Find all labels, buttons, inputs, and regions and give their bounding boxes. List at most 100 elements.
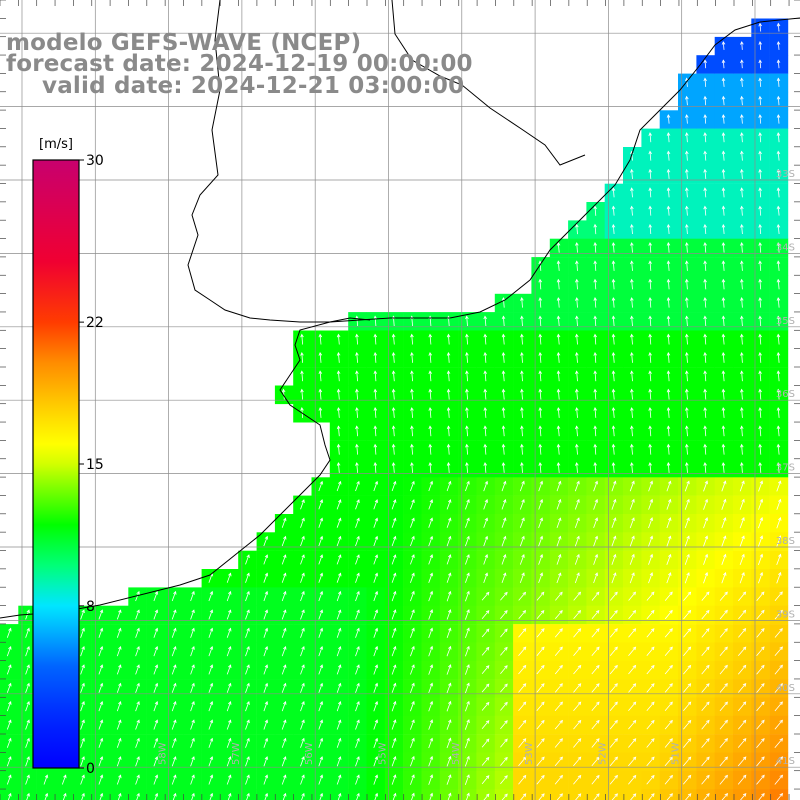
wind-arrow — [80, 756, 85, 767]
wind-arrow — [556, 388, 561, 400]
wind-arrow — [776, 370, 781, 382]
wind-arrow — [628, 646, 637, 656]
wind-arrow — [410, 480, 415, 492]
wind-arrow — [446, 755, 452, 767]
wind-arrow — [593, 260, 597, 271]
wind-arrow — [318, 590, 324, 602]
wind-arrow — [355, 737, 360, 748]
wind-arrow — [758, 480, 763, 492]
wind-arrow — [373, 517, 379, 528]
wind-arrow — [554, 610, 563, 620]
wind-arrow — [116, 719, 122, 730]
wind-arrow — [281, 572, 287, 583]
wind-cell — [219, 697, 239, 717]
wind-arrow — [664, 609, 673, 620]
wind-arrow — [682, 774, 692, 785]
wind-cell — [696, 697, 715, 717]
wind-arrow — [281, 737, 287, 748]
wind-arrow — [281, 719, 287, 730]
wind-arrow — [737, 756, 747, 767]
wind-arrow — [737, 664, 747, 675]
wind-arrow — [300, 701, 305, 712]
wind-arrow — [263, 756, 269, 767]
wind-arrow — [246, 792, 250, 800]
wind-arrow — [703, 553, 709, 565]
wind-arrow — [336, 333, 341, 345]
wind-cell — [439, 550, 459, 570]
wind-cell — [641, 514, 660, 533]
wind-arrow — [666, 242, 671, 253]
wind-arrow — [682, 756, 692, 767]
wind-arrow — [355, 333, 359, 345]
wind-arrow — [483, 333, 488, 345]
wind-arrow — [465, 351, 469, 363]
wind-arrow — [591, 719, 600, 730]
wind-arrow — [245, 554, 250, 565]
wind-arrow — [776, 498, 782, 510]
wind-arrow — [648, 297, 652, 308]
wind-arrow — [703, 242, 707, 253]
wind-cell — [164, 660, 184, 680]
wind-cell — [91, 734, 111, 753]
wind-cell — [751, 587, 770, 606]
wind-cell — [348, 660, 367, 680]
wind-cell — [348, 734, 367, 753]
wind-cell — [348, 770, 367, 790]
wind-arrow — [721, 480, 727, 492]
wind-cell — [659, 789, 679, 800]
wind-arrow — [80, 774, 85, 785]
wind-cell — [183, 642, 202, 661]
wind-arrow — [701, 683, 710, 693]
wind-arrow — [774, 664, 783, 675]
wind-arrow — [500, 646, 508, 656]
wind-cell — [549, 550, 569, 570]
wind-arrow — [574, 517, 580, 529]
wind-arrow — [703, 297, 707, 308]
wind-cell — [549, 752, 569, 772]
wind-arrow — [410, 719, 415, 730]
wind-arrow — [721, 297, 726, 308]
wind-arrow — [721, 114, 726, 124]
wind-cell — [714, 715, 734, 735]
wind-arrow — [776, 297, 781, 308]
wind-arrow — [318, 480, 324, 492]
wind-arrow — [300, 554, 305, 565]
wind-cell — [421, 569, 441, 588]
wind-arrow — [740, 333, 744, 345]
wind-arrow — [520, 407, 524, 418]
wind-arrow — [318, 664, 324, 675]
wind-arrow — [245, 627, 250, 638]
wind-arrow — [646, 591, 655, 601]
wind-arrow — [701, 774, 710, 785]
wind-cell — [714, 697, 734, 717]
wind-arrow — [446, 590, 452, 602]
wind-arrow — [190, 609, 195, 620]
wind-arrow — [153, 590, 159, 602]
wind-cell — [256, 679, 276, 698]
wind-arrow — [245, 756, 250, 767]
wind-cell — [128, 697, 147, 717]
latitude-label: 38S — [776, 536, 795, 547]
wind-cell — [421, 642, 441, 661]
wind-arrow — [481, 701, 490, 711]
wind-arrow — [628, 609, 637, 620]
wind-cell — [769, 734, 789, 753]
wind-arrow — [740, 132, 744, 143]
wind-arrow — [171, 590, 177, 602]
wind-arrow — [703, 517, 709, 529]
wind-arrow — [684, 498, 690, 510]
wind-arrow — [318, 609, 324, 620]
wind-arrow — [428, 682, 434, 694]
wind-arrow — [336, 774, 342, 785]
map-title-model: modelo GEFS-WAVE (NCEP) — [6, 30, 362, 56]
wind-arrow — [135, 627, 140, 638]
wind-arrow — [556, 793, 563, 800]
wind-arrow — [263, 646, 269, 657]
wind-arrow — [776, 553, 782, 566]
wind-cell — [274, 697, 294, 717]
wind-arrow — [446, 351, 451, 363]
wind-arrow — [685, 278, 689, 290]
wind-arrow — [520, 351, 524, 363]
wind-arrow — [774, 591, 783, 601]
longitude-label: 52W — [597, 742, 608, 765]
